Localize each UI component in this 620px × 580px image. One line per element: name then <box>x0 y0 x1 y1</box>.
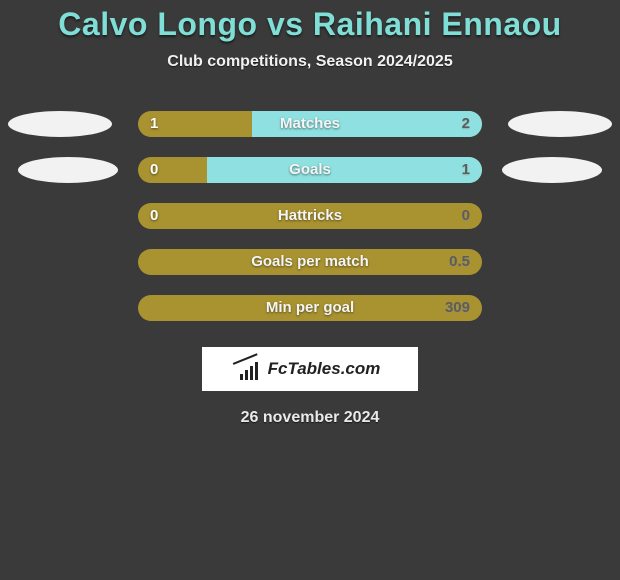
page-title: Calvo Longo vs Raihani Ennaou <box>0 6 620 43</box>
comparison-infographic: Calvo Longo vs Raihani Ennaou Club compe… <box>0 0 620 580</box>
stat-row: 0Hattricks0 <box>0 193 620 239</box>
logo-bars-icon <box>240 358 262 380</box>
stat-row: Min per goal309 <box>0 285 620 331</box>
value-right: 0.5 <box>449 249 470 275</box>
metric-label: Min per goal <box>0 295 620 321</box>
subtitle: Club competitions, Season 2024/2025 <box>0 53 620 71</box>
stat-row: 0Goals1 <box>0 147 620 193</box>
value-right: 309 <box>445 295 470 321</box>
metric-label: Hattricks <box>0 203 620 229</box>
metric-label: Matches <box>0 111 620 137</box>
metric-label: Goals <box>0 157 620 183</box>
date-text: 26 november 2024 <box>0 409 620 427</box>
stat-rows: 1Matches20Goals10Hattricks0Goals per mat… <box>0 101 620 331</box>
stat-row: 1Matches2 <box>0 101 620 147</box>
value-right: 1 <box>462 157 470 183</box>
metric-label: Goals per match <box>0 249 620 275</box>
fctables-logo: FcTables.com <box>202 347 418 391</box>
value-right: 2 <box>462 111 470 137</box>
stat-row: Goals per match0.5 <box>0 239 620 285</box>
logo-text: FcTables.com <box>268 359 381 379</box>
value-right: 0 <box>462 203 470 229</box>
